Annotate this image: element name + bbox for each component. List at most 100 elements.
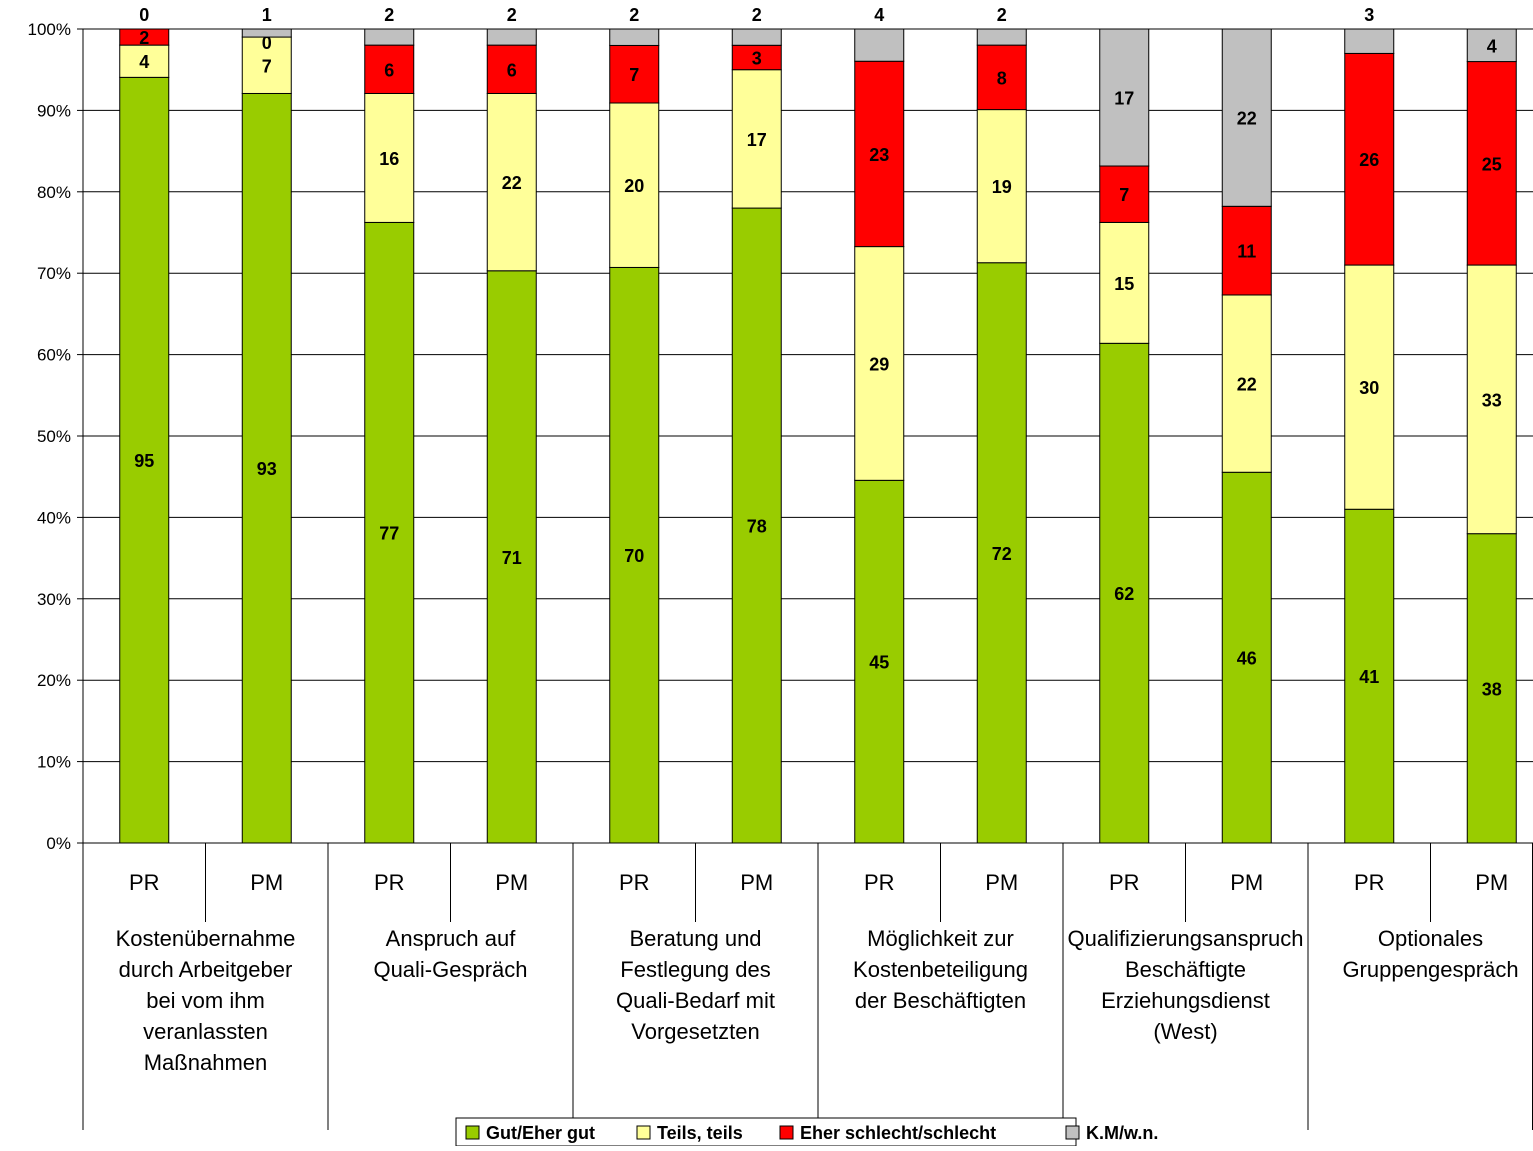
- data-label: 3: [1364, 5, 1374, 25]
- data-label: 2: [139, 28, 149, 48]
- bar-segment: [119, 76, 170, 844]
- data-label: 19: [992, 177, 1012, 197]
- data-label: 23: [869, 145, 889, 165]
- data-label: 46: [1237, 649, 1257, 669]
- bar-segment: [241, 28, 292, 38]
- legend-label: Teils, teils: [657, 1123, 743, 1143]
- data-label: 2: [752, 5, 762, 25]
- y-tick-label: 60%: [37, 346, 71, 365]
- data-label: 2: [507, 5, 517, 25]
- data-label: 25: [1482, 154, 1502, 174]
- group-label: Anspruch auf: [386, 926, 517, 951]
- bar-category-label: PR: [374, 870, 405, 895]
- bar-segment: [976, 28, 1027, 46]
- bar-segment: [731, 28, 782, 46]
- bar-segment: [1099, 221, 1150, 344]
- data-label: 30: [1359, 378, 1379, 398]
- data-label: 4: [874, 5, 884, 25]
- data-label: 22: [502, 173, 522, 193]
- data-label: 20: [624, 176, 644, 196]
- data-label: 17: [1114, 89, 1134, 109]
- data-label: 3: [752, 48, 762, 68]
- bar-category-label: PM: [1475, 870, 1508, 895]
- y-tick-label: 40%: [37, 508, 71, 527]
- bar-category-label: PR: [619, 870, 650, 895]
- data-label: 41: [1359, 667, 1379, 687]
- group-label: Maßnahmen: [144, 1050, 268, 1075]
- data-label: 4: [1487, 36, 1497, 56]
- bar-segment: [1344, 52, 1395, 266]
- legend-swatch: [636, 1125, 651, 1140]
- group-label: Möglichkeit zur: [867, 926, 1014, 951]
- data-label: 7: [262, 56, 272, 76]
- legend-swatch: [465, 1125, 480, 1140]
- bar-segment: [119, 44, 170, 78]
- bar-segment: [1344, 28, 1395, 54]
- data-label: 22: [1237, 375, 1257, 395]
- bar-segment: [854, 60, 905, 248]
- data-label: 2: [997, 5, 1007, 25]
- data-label: 38: [1482, 679, 1502, 699]
- group-label: der Beschäftigten: [855, 988, 1026, 1013]
- data-label: 16: [379, 149, 399, 169]
- bar-segment: [609, 102, 660, 268]
- bar-category-label: PR: [864, 870, 895, 895]
- bar-segment: [731, 207, 782, 844]
- y-tick-label: 0%: [46, 834, 71, 853]
- bar-segment: [486, 270, 537, 844]
- group-label: Festlegung des: [620, 957, 770, 982]
- bar-segment: [1466, 533, 1517, 844]
- bar-segment: [609, 28, 660, 46]
- y-tick-label: 90%: [37, 101, 71, 120]
- group-label: veranlassten: [143, 1019, 268, 1044]
- data-label: 62: [1114, 584, 1134, 604]
- data-label: 0: [139, 5, 149, 25]
- data-label: 2: [629, 5, 639, 25]
- data-label: 29: [869, 354, 889, 374]
- data-label: 11: [1237, 242, 1256, 262]
- group-label: Kostenbeteiligung: [853, 957, 1028, 982]
- bar-segment: [609, 266, 660, 844]
- bar-segment: [609, 44, 660, 104]
- group-label: Kostenübernahme: [116, 926, 296, 951]
- bar-segment: [854, 246, 905, 481]
- bar-segment: [1466, 28, 1517, 63]
- bar-segment: [486, 92, 537, 272]
- bar-segment: [1099, 165, 1150, 223]
- group-label: Optionales: [1378, 926, 1483, 951]
- data-label: 72: [992, 544, 1012, 564]
- data-label: 6: [507, 60, 517, 80]
- group-label: durch Arbeitgeber: [119, 957, 293, 982]
- y-tick-label: 10%: [37, 753, 71, 772]
- bar-segment: [486, 44, 537, 94]
- y-tick-label: 80%: [37, 183, 71, 202]
- bar-category-label: PM: [495, 870, 528, 895]
- data-label: 2: [384, 5, 394, 25]
- data-label: 71: [502, 548, 522, 568]
- y-tick-label: 100%: [28, 20, 71, 39]
- bar-segment: [364, 28, 415, 46]
- bar-segment: [1221, 28, 1272, 207]
- bar-segment: [1221, 471, 1272, 844]
- bar-category-label: PM: [250, 870, 283, 895]
- group-label: (West): [1153, 1019, 1217, 1044]
- data-label: 26: [1359, 150, 1379, 170]
- data-label: 4: [139, 52, 149, 72]
- group-label: Erziehungsdienst: [1101, 988, 1270, 1013]
- data-label: 6: [384, 60, 394, 80]
- data-label: 77: [379, 524, 399, 544]
- legend-box: [455, 1117, 1077, 1147]
- y-tick-label: 50%: [37, 427, 71, 446]
- bar-segment: [731, 44, 782, 71]
- bar-category-label: PR: [129, 870, 160, 895]
- data-label: 1: [262, 5, 272, 25]
- data-label: 8: [997, 68, 1007, 88]
- bar-segment: [976, 262, 1027, 844]
- group-label: Beratung und: [629, 926, 761, 951]
- y-tick-label: 70%: [37, 264, 71, 283]
- legend-label: K.M/w.n.: [1086, 1123, 1158, 1143]
- bar-segment: [364, 92, 415, 223]
- group-label: Qualifizierungsanspruch: [1067, 926, 1303, 951]
- data-label: 17: [747, 130, 767, 150]
